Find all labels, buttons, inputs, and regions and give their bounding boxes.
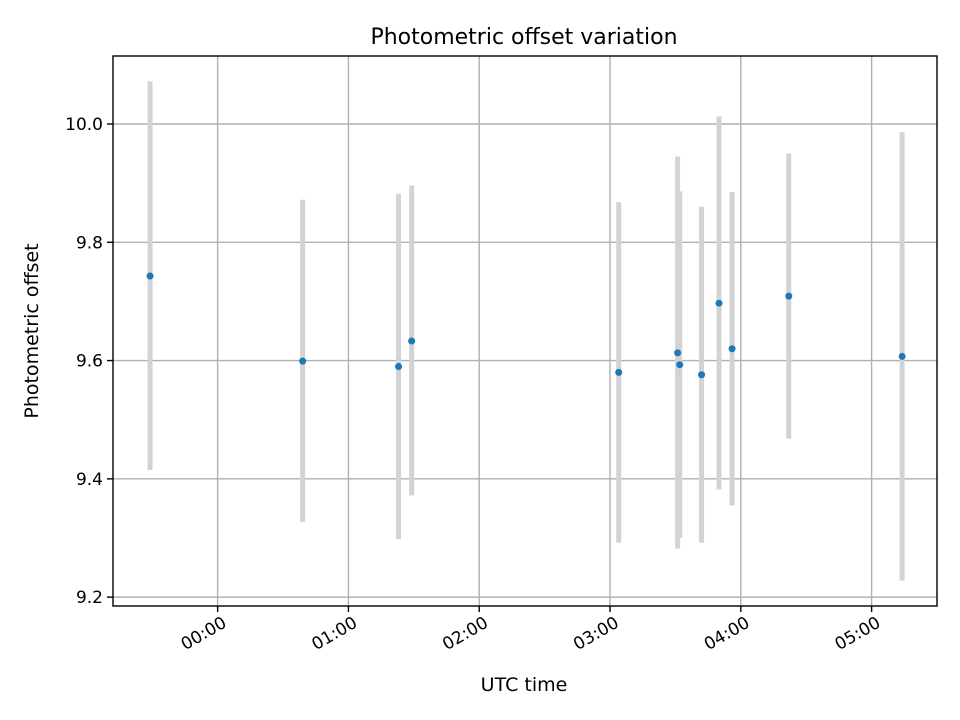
axis-ticks: 00:00 01:00 02:00 03:00 04:00 05:00 9.2 9.4 9.6 9… <box>65 115 884 655</box>
data-point <box>146 272 154 280</box>
x-tick-label: 01:00 <box>308 613 360 655</box>
y-tick-label: 10.0 <box>65 115 103 135</box>
data-point <box>898 352 906 360</box>
x-tick-label: 00:00 <box>178 613 230 655</box>
x-tick-label: 03:00 <box>570 613 622 655</box>
data-point <box>615 368 623 376</box>
data-point <box>728 345 736 353</box>
x-tick-label: 02:00 <box>439 613 491 655</box>
data-point <box>785 292 793 300</box>
data-point <box>715 299 723 307</box>
data-point <box>408 337 416 345</box>
data-points <box>146 272 906 379</box>
y-tick-label: 9.6 <box>76 352 103 372</box>
x-axis-label: UTC time <box>481 674 568 696</box>
grid <box>113 56 937 606</box>
x-tick-label: 04:00 <box>701 613 753 655</box>
chart-title: Photometric offset variation <box>370 25 677 50</box>
y-axis-label: Photometric offset <box>21 243 43 418</box>
data-point <box>674 349 682 357</box>
x-tick-label: 05:00 <box>832 613 884 655</box>
y-tick-label: 9.2 <box>76 588 103 608</box>
y-tick-label: 9.4 <box>76 470 103 490</box>
data-point <box>676 361 684 369</box>
plot-area-frame <box>112 55 938 607</box>
data-point <box>395 362 403 370</box>
y-tick-label: 9.8 <box>76 233 103 253</box>
error-bars <box>147 81 905 581</box>
data-point <box>698 371 706 379</box>
data-point <box>299 357 307 365</box>
